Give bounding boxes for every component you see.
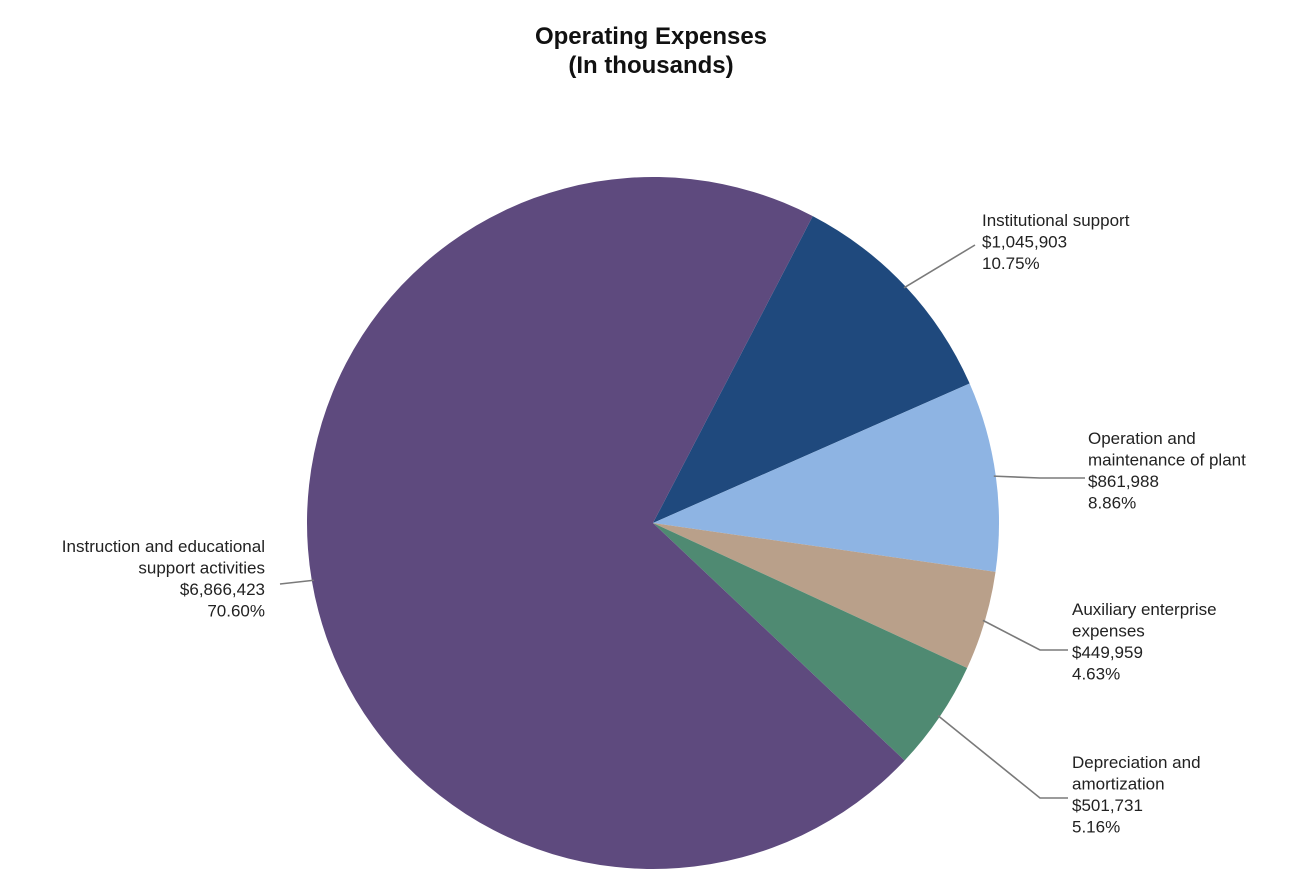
pie-slice-operation-and-maintenance-of-plant [653,383,999,572]
leader-line-depreciation-and-amortization [937,715,1068,799]
slice-label-instruction-and-educational-support-activities: Instruction and educational support activ… [62,537,265,621]
leader-line-institutional-support [903,244,976,289]
slice-labels: Institutional support $1,045,903 10.75% Ope… [62,211,1246,837]
leader-lines [279,244,1085,799]
chart-subtitle: (In thousands) [568,52,733,79]
slice-label-auxiliary-enterprise-expenses: Auxiliary enterprise expenses $449,959 4.63… [1072,600,1217,684]
pie-slice-auxiliary-enterprise-expenses [653,523,996,668]
pie-slice-institutional-support [653,216,970,524]
chart-title: Operating Expenses [535,23,767,50]
pie-slice-depreciation-and-amortization [653,523,968,761]
leader-line-instruction-and-educational-support-activities [279,579,314,585]
pie-slices [307,177,999,870]
slice-label-operation-and-maintenance-of-plant: Operation and maintenance of plant $861,98… [1088,429,1246,513]
slice-label-institutional-support: Institutional support $1,045,903 10.75% [982,211,1130,273]
slice-label-depreciation-and-amortization: Depreciation and amortization $501,731 5.16… [1072,753,1201,837]
leader-line-operation-and-maintenance-of-plant [993,475,1085,479]
pie-slice-instruction-and-educational-support-activities [307,177,905,870]
leader-line-auxiliary-enterprise-expenses [982,619,1068,651]
